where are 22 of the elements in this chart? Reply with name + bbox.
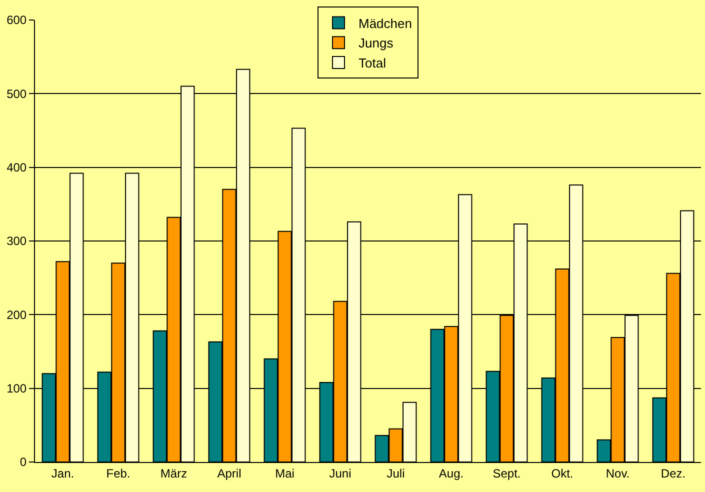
y-tick-label: 300	[6, 234, 27, 248]
x-tick-label: April	[217, 466, 242, 480]
legend-label: Jungs	[358, 36, 394, 51]
x-tick-label: Nov.	[606, 466, 630, 480]
x-tick-label: Juli	[386, 466, 405, 480]
x-tick-label: Sept.	[492, 466, 521, 480]
legend-label: Total	[358, 56, 386, 71]
y-tick-label: 0	[20, 455, 27, 470]
y-tick-label: 600	[6, 13, 27, 28]
x-tick-label: Mai	[275, 466, 294, 480]
legend-label: Mädchen	[358, 16, 412, 31]
x-tick-label: Feb.	[106, 466, 130, 480]
y-tick-label: 100	[6, 382, 27, 396]
y-tick-label: 400	[6, 160, 27, 175]
x-tick-label: März	[160, 466, 188, 480]
x-tick-label: Dez.	[660, 466, 686, 480]
x-tick-label: Aug.	[438, 466, 464, 480]
x-tick-label: Juni	[329, 466, 352, 480]
x-tick-label: Jan.	[51, 466, 74, 480]
y-tick-label: 500	[6, 86, 27, 101]
x-tick-label: Okt.	[551, 466, 574, 480]
y-tick-label: 200	[6, 308, 27, 322]
